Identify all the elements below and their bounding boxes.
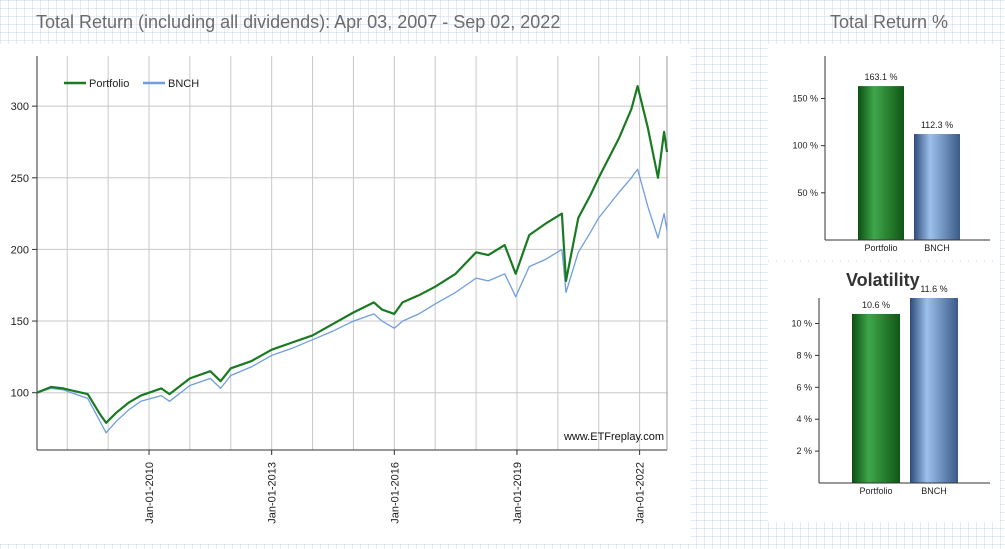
x-category-label: Portfolio — [864, 243, 897, 253]
volatility-bar-chart: 2 % 4 % 6 % 8 % 10 % 10.6 % Portfolio 11.6 % BNC… — [791, 284, 990, 496]
bar-portfolio — [852, 313, 900, 483]
y-tick-label: 150 % — [792, 93, 818, 103]
x-category-label: Portfolio — [859, 486, 892, 496]
legend-label-bench: BNCH — [168, 78, 199, 90]
y-tick-label: 8 % — [796, 350, 812, 360]
y-tick-label: 50 % — [797, 188, 818, 198]
total-return-bar-chart: 50 % 100 % 150 % 163.1 % Portfolio 112.3 % BNC… — [792, 56, 990, 253]
y-tick-label: 250 — [11, 173, 29, 185]
x-tick-label: Jan-01-2010 — [144, 462, 156, 524]
x-tick-label: Jan-01-2016 — [389, 462, 401, 524]
volatility-bar-panel: 2 % 4 % 6 % 8 % 10 % 10.6 % Portfolio 11.6 % BNC… — [768, 262, 1000, 522]
y-tick-label: 10 % — [791, 319, 812, 329]
y-tick-label: 200 — [11, 244, 29, 256]
y-tick-label: 6 % — [796, 382, 812, 392]
total-return-line-chart: 100 150 200 250 300 Jan-01-2010 Jan-01-2013 Jan… — [11, 56, 669, 524]
x-category-label: BNCH — [924, 243, 950, 253]
total-return-title: Total Return % — [830, 12, 949, 32]
y-tick-label: 300 — [11, 101, 29, 113]
x-tick-label: Jan-01-2013 — [267, 462, 279, 524]
x-category-label: BNCH — [921, 486, 947, 496]
watermark: www.ETFreplay.com — [563, 431, 664, 443]
y-tick-label: 150 — [11, 316, 29, 328]
y-tick-label: 4 % — [796, 414, 812, 424]
total-return-bar-panel: 50 % 100 % 150 % 163.1 % Portfolio 112.3 % BNC… — [768, 44, 1000, 260]
series-line-bnch — [36, 168, 668, 434]
y-tick-label: 100 % — [792, 141, 818, 151]
volatility-title: Volatility — [846, 270, 920, 290]
main-chart-title: Total Return (including all dividends): … — [36, 12, 561, 32]
y-tick-label: 100 — [11, 388, 29, 400]
bar-value-label: 11.6 % — [920, 284, 947, 294]
bar-bnch — [910, 298, 958, 483]
bar-value-label: 112.3 % — [921, 120, 953, 130]
legend-label-portfolio: Portfolio — [89, 78, 129, 90]
bar-bnch — [914, 134, 960, 240]
bar-portfolio — [858, 86, 904, 240]
main-chart-panel: 100 150 200 250 300 Jan-01-2010 Jan-01-2013 Jan… — [0, 44, 690, 544]
bar-value-label: 163.1 % — [864, 72, 897, 82]
x-tick-label: Jan-01-2019 — [512, 462, 524, 524]
x-tick-label: Jan-01-2022 — [635, 462, 647, 524]
bar-value-label: 10.6 % — [862, 300, 890, 310]
series-line-portfolio — [36, 84, 669, 424]
y-tick-label: 2 % — [796, 446, 812, 456]
